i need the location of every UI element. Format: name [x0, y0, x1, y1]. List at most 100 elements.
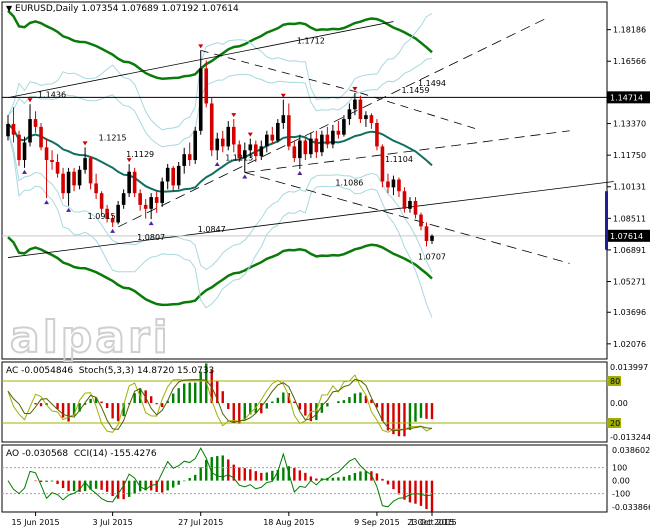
candle-body	[248, 144, 253, 151]
fractal-label: 1.0915	[88, 212, 116, 221]
ac-bar	[56, 403, 59, 410]
ac-bar	[177, 388, 180, 404]
candle-body	[237, 144, 242, 159]
fractal-down-marker	[242, 174, 248, 179]
ao-bar	[116, 480, 120, 499]
ao-bar	[392, 480, 395, 490]
horizontal-level[interactable]	[2, 96, 607, 237]
fractal-label: 1.0807	[137, 233, 165, 242]
candle-body	[143, 204, 148, 209]
candle-body	[17, 134, 21, 161]
candle	[298, 134, 302, 170]
ohlc-label: 1.07354 1.07689 1.07192 1.07614	[81, 4, 239, 14]
trendlines[interactable]	[7, 17, 614, 264]
trendline-dashed-ext	[360, 92, 477, 130]
candle	[6, 115, 10, 141]
candle	[182, 147, 187, 174]
ao-bar	[216, 456, 219, 481]
candle-body	[226, 126, 231, 147]
ac-bar	[282, 392, 285, 404]
ac-bar	[287, 393, 291, 404]
candle-body	[281, 115, 286, 123]
ao-bar	[210, 457, 213, 481]
candle-body	[198, 68, 203, 131]
ao-bar	[309, 476, 313, 481]
candle	[265, 130, 269, 153]
candle	[110, 214, 115, 227]
candle-body	[193, 130, 198, 161]
candle-body	[231, 126, 236, 145]
ao-bar	[254, 471, 257, 481]
time-tick-label: 23 Oct 2015	[407, 518, 456, 527]
fractal-down-marker	[66, 207, 72, 212]
ac-bar	[265, 403, 269, 409]
ao-bar	[364, 471, 368, 481]
fractal-label: 1.1129	[126, 150, 154, 159]
candle-body	[336, 130, 341, 135]
candle	[226, 121, 231, 151]
stoch-level-box	[607, 376, 621, 386]
ac-bar	[392, 403, 395, 435]
candle-body	[331, 130, 335, 145]
candle	[171, 165, 175, 192]
bollinger-bands	[7, 12, 433, 318]
candle	[248, 138, 253, 159]
ac-bar	[238, 403, 241, 424]
candle	[72, 167, 76, 192]
candle	[242, 142, 247, 173]
candle	[253, 140, 258, 162]
candle	[270, 126, 275, 145]
candle	[369, 113, 374, 129]
candle	[287, 103, 291, 151]
candle	[77, 165, 82, 190]
trendline-dashed-top	[200, 50, 361, 94]
ao-bar	[122, 480, 125, 500]
ao-bar	[337, 477, 340, 481]
ac-axis-label: 80	[610, 377, 620, 386]
fractal-label: 1.1712	[297, 36, 325, 45]
ac-bar	[89, 398, 92, 404]
ma-line	[7, 123, 433, 193]
ac-bar	[260, 403, 263, 414]
ac-bar	[342, 400, 346, 404]
ac-bar	[155, 403, 158, 405]
ao-bar	[408, 480, 412, 503]
candle-body	[298, 140, 302, 159]
candle-body	[276, 122, 280, 141]
candle-body	[253, 144, 258, 157]
current-price-label: 1.07614	[610, 232, 643, 241]
ao-bar	[100, 480, 103, 490]
candle	[314, 130, 319, 159]
lower-band	[7, 131, 433, 318]
candle-body	[402, 191, 407, 209]
ac-bar	[293, 401, 296, 404]
ao-bar	[39, 480, 43, 483]
level-price-label: 1.14714	[610, 93, 643, 102]
price-tick-label: 1.10131	[613, 183, 646, 192]
stoch-level-box	[607, 418, 621, 428]
price-axis: 1.18186 1.16566 1.14714 1.13370 1.11750 1.101…	[605, 26, 650, 349]
fractal-labels: 1.1436 1.1215 1.0915 1.1129 1.0807 1.0847 1.12…	[38, 36, 446, 261]
candle-body	[209, 103, 214, 151]
candle	[138, 189, 142, 211]
ac-bar	[370, 399, 373, 404]
ac-bar	[271, 401, 274, 404]
ao-label: AO -0.030568	[6, 449, 69, 459]
candle-body	[358, 99, 363, 120]
ao-axis-label: -100	[612, 490, 630, 499]
envelope-lower	[7, 236, 433, 307]
fractal-label: 1.1086	[335, 179, 363, 188]
ac-bar	[414, 403, 417, 422]
candle-body	[375, 122, 379, 147]
ac-bar	[183, 383, 186, 404]
ac-bar	[221, 391, 224, 404]
fractal-label: 1.1459	[401, 86, 429, 95]
ac-bar	[249, 403, 252, 415]
ac-bar	[408, 403, 412, 430]
candle	[325, 126, 330, 149]
ao-bar	[298, 470, 302, 481]
candle-body	[138, 193, 142, 205]
ac-bar	[94, 397, 98, 404]
